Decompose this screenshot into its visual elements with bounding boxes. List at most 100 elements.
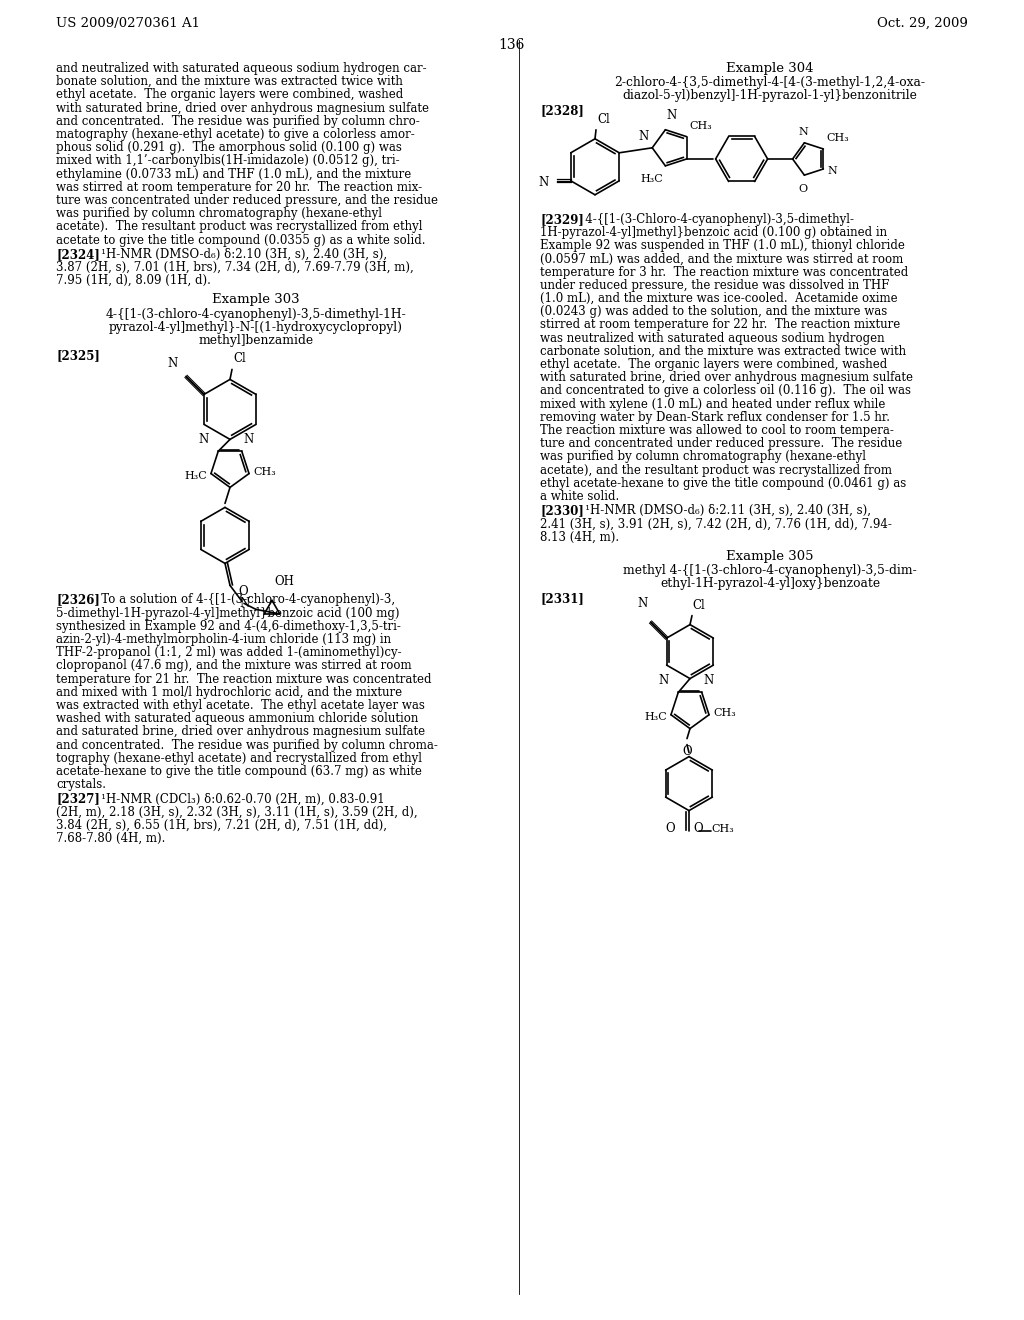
Text: N: N xyxy=(168,358,178,371)
Text: CH₃: CH₃ xyxy=(713,708,736,718)
Text: pyrazol-4-yl]methyl}-N-[(1-hydroxycyclopropyl): pyrazol-4-yl]methyl}-N-[(1-hydroxycyclop… xyxy=(109,321,403,334)
Text: 8.13 (4H, m).: 8.13 (4H, m). xyxy=(540,531,620,544)
Text: Example 92 was suspended in THF (1.0 mL), thionyl chloride: Example 92 was suspended in THF (1.0 mL)… xyxy=(540,239,905,252)
Text: and saturated brine, dried over anhydrous magnesium sulfate: and saturated brine, dried over anhydrou… xyxy=(56,726,425,738)
Text: 7.68-7.80 (4H, m).: 7.68-7.80 (4H, m). xyxy=(56,832,165,845)
Text: N: N xyxy=(703,675,714,688)
Text: 7.95 (1H, d), 8.09 (1H, d).: 7.95 (1H, d), 8.09 (1H, d). xyxy=(56,275,211,288)
Text: stirred at room temperature for 22 hr.  The reaction mixture: stirred at room temperature for 22 hr. T… xyxy=(540,318,900,331)
Text: US 2009/0270361 A1: US 2009/0270361 A1 xyxy=(56,17,200,30)
Text: H₃C: H₃C xyxy=(184,471,207,480)
Text: temperature for 3 hr.  The reaction mixture was concentrated: temperature for 3 hr. The reaction mixtu… xyxy=(540,265,908,279)
Text: [2331]: [2331] xyxy=(540,593,584,606)
Text: O: O xyxy=(799,183,808,194)
Text: phous solid (0.291 g).  The amorphous solid (0.100 g) was: phous solid (0.291 g). The amorphous sol… xyxy=(56,141,401,154)
Text: 2.41 (3H, s), 3.91 (2H, s), 7.42 (2H, d), 7.76 (1H, dd), 7.94-: 2.41 (3H, s), 3.91 (2H, s), 7.42 (2H, d)… xyxy=(540,517,892,531)
Text: 5-dimethyl-1H-pyrazol-4-yl]methyl}benzoic acid (100 mg): 5-dimethyl-1H-pyrazol-4-yl]methyl}benzoi… xyxy=(56,607,399,619)
Text: was purified by column chromatography (hexane-ethyl: was purified by column chromatography (h… xyxy=(540,450,866,463)
Text: azin-2-yl)-4-methylmorpholin-4-ium chloride (113 mg) in: azin-2-yl)-4-methylmorpholin-4-ium chlor… xyxy=(56,634,391,645)
Text: [2328]: [2328] xyxy=(540,104,584,117)
Text: [2329]: [2329] xyxy=(540,213,584,226)
Text: Cl: Cl xyxy=(692,598,705,611)
Text: O: O xyxy=(682,744,692,758)
Text: and neutralized with saturated aqueous sodium hydrogen car-: and neutralized with saturated aqueous s… xyxy=(56,62,427,75)
Text: and mixed with 1 mol/l hydrochloric acid, and the mixture: and mixed with 1 mol/l hydrochloric acid… xyxy=(56,686,402,698)
Text: (2H, m), 2.18 (3H, s), 2.32 (3H, s), 3.11 (1H, s), 3.59 (2H, d),: (2H, m), 2.18 (3H, s), 2.32 (3H, s), 3.1… xyxy=(56,805,418,818)
Text: clopropanol (47.6 mg), and the mixture was stirred at room: clopropanol (47.6 mg), and the mixture w… xyxy=(56,660,412,672)
Text: The reaction mixture was allowed to cool to room tempera-: The reaction mixture was allowed to cool… xyxy=(540,424,894,437)
Text: CH₃: CH₃ xyxy=(711,824,734,834)
Text: 4-{[1-(3-chloro-4-cyanophenyl)-3,5-dimethyl-1H-: 4-{[1-(3-chloro-4-cyanophenyl)-3,5-dimet… xyxy=(105,308,407,321)
Text: 2-chloro-4-{3,5-dimethyl-4-[4-(3-methyl-1,2,4-oxa-: 2-chloro-4-{3,5-dimethyl-4-[4-(3-methyl-… xyxy=(614,77,926,90)
Text: and concentrated.  The residue was purified by column chroma-: and concentrated. The residue was purifi… xyxy=(56,739,438,751)
Text: N: N xyxy=(667,108,677,121)
Text: matography (hexane-ethyl acetate) to give a colorless amor-: matography (hexane-ethyl acetate) to giv… xyxy=(56,128,415,141)
Text: mixed with 1,1’-carbonylbis(1H-imidazole) (0.0512 g), tri-: mixed with 1,1’-carbonylbis(1H-imidazole… xyxy=(56,154,399,168)
Text: (0.0597 mL) was added, and the mixture was stirred at room: (0.0597 mL) was added, and the mixture w… xyxy=(540,252,903,265)
Text: Cl: Cl xyxy=(233,352,246,366)
Text: (0.0243 g) was added to the solution, and the mixture was: (0.0243 g) was added to the solution, an… xyxy=(540,305,887,318)
Text: synthesized in Example 92 and 4-(4,6-dimethoxy-1,3,5-tri-: synthesized in Example 92 and 4-(4,6-dim… xyxy=(56,620,400,632)
Text: 4-{[1-(3-Chloro-4-cyanophenyl)-3,5-dimethyl-: 4-{[1-(3-Chloro-4-cyanophenyl)-3,5-dimet… xyxy=(574,213,854,226)
Text: mixed with xylene (1.0 mL) and heated under reflux while: mixed with xylene (1.0 mL) and heated un… xyxy=(540,397,886,411)
Text: tography (hexane-ethyl acetate) and recrystallized from ethyl: tography (hexane-ethyl acetate) and recr… xyxy=(56,752,422,764)
Text: Example 305: Example 305 xyxy=(726,550,814,562)
Text: Cl: Cl xyxy=(597,112,609,125)
Text: diazol-5-yl)benzyl]-1H-pyrazol-1-yl}benzonitrile: diazol-5-yl)benzyl]-1H-pyrazol-1-yl}benz… xyxy=(623,90,918,103)
Text: acetate), and the resultant product was recrystallized from: acetate), and the resultant product was … xyxy=(540,463,892,477)
Text: [2326]: [2326] xyxy=(56,594,100,606)
Text: Example 304: Example 304 xyxy=(726,62,814,75)
Text: N: N xyxy=(658,675,669,688)
Text: acetate-hexane to give the title compound (63.7 mg) as white: acetate-hexane to give the title compoun… xyxy=(56,766,422,777)
Text: ¹H-NMR (CDCl₃) δ:0.62-0.70 (2H, m), 0.83-0.91: ¹H-NMR (CDCl₃) δ:0.62-0.70 (2H, m), 0.83… xyxy=(90,792,385,805)
Text: was neutralized with saturated aqueous sodium hydrogen: was neutralized with saturated aqueous s… xyxy=(540,331,885,345)
Text: methyl 4-{[1-(3-chloro-4-cyanophenyl)-3,5-dim-: methyl 4-{[1-(3-chloro-4-cyanophenyl)-3,… xyxy=(624,564,916,577)
Text: ¹H-NMR (DMSO-d₆) δ:2.10 (3H, s), 2.40 (3H, s),: ¹H-NMR (DMSO-d₆) δ:2.10 (3H, s), 2.40 (3… xyxy=(90,248,387,261)
Text: ture was concentrated under reduced pressure, and the residue: ture was concentrated under reduced pres… xyxy=(56,194,438,207)
Text: was purified by column chromatography (hexane-ethyl: was purified by column chromatography (h… xyxy=(56,207,382,220)
Text: THF-2-propanol (1:1, 2 ml) was added 1-(aminomethyl)cy-: THF-2-propanol (1:1, 2 ml) was added 1-(… xyxy=(56,647,401,659)
Text: Oct. 29, 2009: Oct. 29, 2009 xyxy=(878,17,968,30)
Text: was stirred at room temperature for 20 hr.  The reaction mix-: was stirred at room temperature for 20 h… xyxy=(56,181,422,194)
Text: temperature for 21 hr.  The reaction mixture was concentrated: temperature for 21 hr. The reaction mixt… xyxy=(56,673,431,685)
Text: ethyl acetate.  The organic layers were combined, washed: ethyl acetate. The organic layers were c… xyxy=(56,88,403,102)
Text: N: N xyxy=(244,433,254,446)
Text: CH₃: CH₃ xyxy=(689,120,713,131)
Text: crystals.: crystals. xyxy=(56,779,106,791)
Text: CH₃: CH₃ xyxy=(826,133,849,143)
Text: 1H-pyrazol-4-yl]methyl}benzoic acid (0.100 g) obtained in: 1H-pyrazol-4-yl]methyl}benzoic acid (0.1… xyxy=(540,226,887,239)
Text: CH₃: CH₃ xyxy=(253,466,275,477)
Text: ¹H-NMR (DMSO-d₆) δ:2.11 (3H, s), 2.40 (3H, s),: ¹H-NMR (DMSO-d₆) δ:2.11 (3H, s), 2.40 (3… xyxy=(574,504,871,517)
Text: ethyl acetate.  The organic layers were combined, washed: ethyl acetate. The organic layers were c… xyxy=(540,358,887,371)
Text: ethyl acetate-hexane to give the title compound (0.0461 g) as: ethyl acetate-hexane to give the title c… xyxy=(540,477,906,490)
Text: OH: OH xyxy=(274,576,294,589)
Text: [2330]: [2330] xyxy=(540,504,584,517)
Text: ethyl-1H-pyrazol-4-yl]oxy}benzoate: ethyl-1H-pyrazol-4-yl]oxy}benzoate xyxy=(659,577,880,590)
Text: H₃C: H₃C xyxy=(641,174,664,183)
Text: carbonate solution, and the mixture was extracted twice with: carbonate solution, and the mixture was … xyxy=(540,345,906,358)
Text: O: O xyxy=(666,822,675,836)
Text: with saturated brine, dried over anhydrous magnesium sulfate: with saturated brine, dried over anhydro… xyxy=(540,371,913,384)
Text: washed with saturated aqueous ammonium chloride solution: washed with saturated aqueous ammonium c… xyxy=(56,713,419,725)
Text: N: N xyxy=(239,598,249,610)
Text: with saturated brine, dried over anhydrous magnesium sulfate: with saturated brine, dried over anhydro… xyxy=(56,102,429,115)
Text: N: N xyxy=(198,433,208,446)
Text: [2327]: [2327] xyxy=(56,792,100,805)
Text: 3.84 (2H, s), 6.55 (1H, brs), 7.21 (2H, d), 7.51 (1H, dd),: 3.84 (2H, s), 6.55 (1H, brs), 7.21 (2H, … xyxy=(56,818,387,832)
Text: was extracted with ethyl acetate.  The ethyl acetate layer was: was extracted with ethyl acetate. The et… xyxy=(56,700,425,711)
Text: methyl]benzamide: methyl]benzamide xyxy=(199,334,313,347)
Text: acetate).  The resultant product was recrystallized from ethyl: acetate). The resultant product was recr… xyxy=(56,220,423,234)
Text: acetate to give the title compound (0.0355 g) as a white solid.: acetate to give the title compound (0.03… xyxy=(56,234,426,247)
Text: N: N xyxy=(638,597,648,610)
Text: under reduced pressure, the residue was dissolved in THF: under reduced pressure, the residue was … xyxy=(540,279,890,292)
Text: Example 303: Example 303 xyxy=(212,293,300,306)
Text: N: N xyxy=(539,177,549,189)
Text: ture and concentrated under reduced pressure.  The residue: ture and concentrated under reduced pres… xyxy=(540,437,902,450)
Text: N: N xyxy=(638,129,648,143)
Text: To a solution of 4-{[1-(3-chloro-4-cyanophenyl)-3,: To a solution of 4-{[1-(3-chloro-4-cyano… xyxy=(90,594,395,606)
Text: [2324]: [2324] xyxy=(56,248,100,261)
Text: [2325]: [2325] xyxy=(56,350,100,362)
Text: H₃C: H₃C xyxy=(644,711,667,722)
Text: and concentrated to give a colorless oil (0.116 g).  The oil was: and concentrated to give a colorless oil… xyxy=(540,384,911,397)
Text: N: N xyxy=(827,166,838,176)
